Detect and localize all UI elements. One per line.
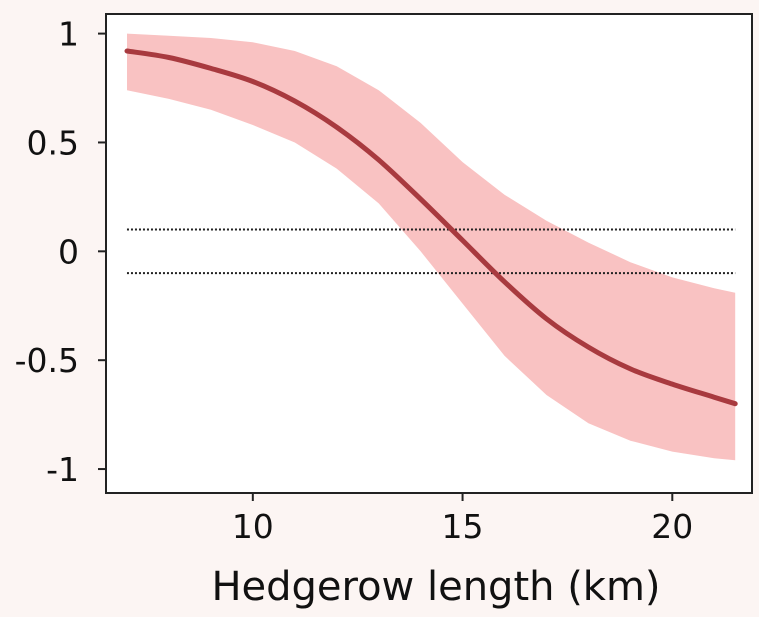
y-tick-label: 0.5 xyxy=(27,123,79,162)
x-axis-label: Hedgerow length (km) xyxy=(211,564,660,610)
y-tick-label: -0.5 xyxy=(15,341,79,380)
y-axis-ticks: 1 0.5 0 -0.5 -1 xyxy=(15,15,106,489)
y-tick-label: 0 xyxy=(58,232,79,271)
y-tick-label: 1 xyxy=(58,15,79,54)
confidence-band-layer xyxy=(127,33,736,461)
x-axis-ticks: 10 15 20 xyxy=(232,493,693,546)
confidence-band xyxy=(127,33,736,461)
x-tick-label: 20 xyxy=(651,507,693,546)
reference-line-layer xyxy=(126,228,736,275)
y-tick-label: -1 xyxy=(46,450,79,489)
x-tick-label: 10 xyxy=(232,507,274,546)
plot-frame xyxy=(105,13,753,494)
series-line-layer xyxy=(124,48,738,407)
x-tick-label: 15 xyxy=(442,507,484,546)
series-line xyxy=(124,48,738,407)
